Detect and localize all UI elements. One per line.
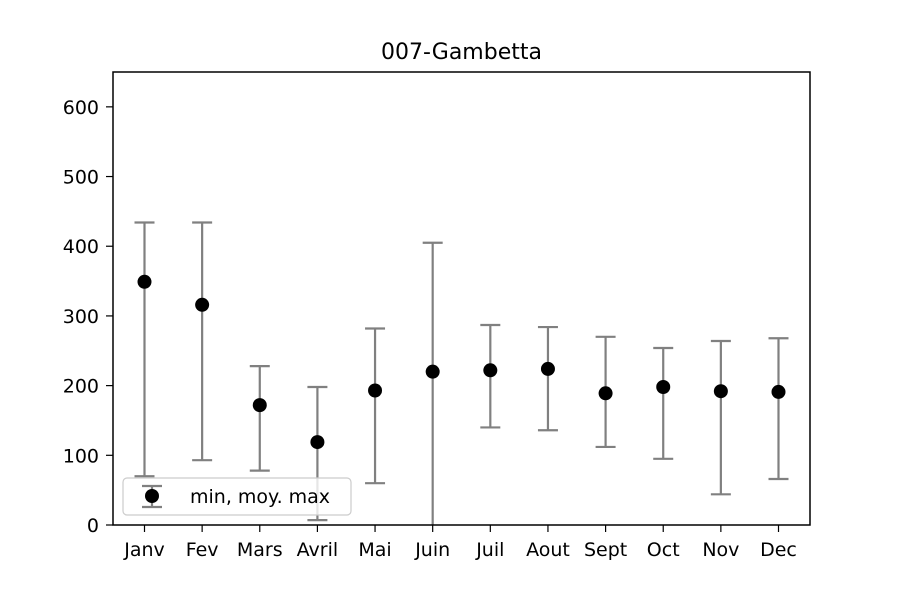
x-tick-label-0: Janv <box>123 539 165 561</box>
y-tick-label-4: 400 <box>63 236 99 258</box>
marker-layer <box>137 274 786 450</box>
data-point-5 <box>425 364 440 379</box>
data-point-3 <box>310 435 325 450</box>
x-tick-label-6: Juil <box>475 539 504 561</box>
y-tick-label-0: 0 <box>87 515 99 537</box>
data-point-10 <box>713 384 728 399</box>
data-point-8 <box>598 386 613 401</box>
data-point-6 <box>483 363 498 378</box>
data-point-2 <box>252 398 267 413</box>
x-tick-label-9: Oct <box>647 539 680 561</box>
data-point-7 <box>540 361 555 376</box>
data-point-4 <box>368 383 383 398</box>
legend-label: min, moy. max <box>190 486 330 508</box>
legend: min, moy. max <box>122 477 352 516</box>
y-tick-label-2: 200 <box>63 376 99 398</box>
data-point-11 <box>771 384 786 399</box>
plot-frame <box>112 71 811 526</box>
axes-layer: 0 100 200 300 400 500 600 Janv Fev Mars Avril Mai Ju… <box>63 71 811 561</box>
y-tick-label-1: 100 <box>63 445 99 467</box>
x-tick-label-1: Fev <box>186 539 219 561</box>
x-tick-label-11: Dec <box>760 539 797 561</box>
chart-title: 007-Gambetta <box>381 40 542 65</box>
data-point-9 <box>656 380 671 395</box>
legend-box <box>122 477 352 516</box>
x-tick-label-5: Juin <box>414 539 450 561</box>
x-tick-label-3: Avril <box>297 539 339 561</box>
x-tick-label-7: Aout <box>526 539 570 561</box>
data-point-1 <box>195 297 210 312</box>
y-tick-label-3: 300 <box>63 306 99 328</box>
y-tick-label-6: 600 <box>63 97 99 119</box>
data-point-0 <box>137 274 152 289</box>
x-tick-label-8: Sept <box>584 539 627 561</box>
x-tick-label-4: Mai <box>358 539 391 561</box>
x-tick-label-10: Nov <box>702 539 739 561</box>
legend-marker <box>145 489 159 503</box>
y-tick-label-5: 500 <box>63 167 99 189</box>
x-tick-label-2: Mars <box>237 539 283 561</box>
